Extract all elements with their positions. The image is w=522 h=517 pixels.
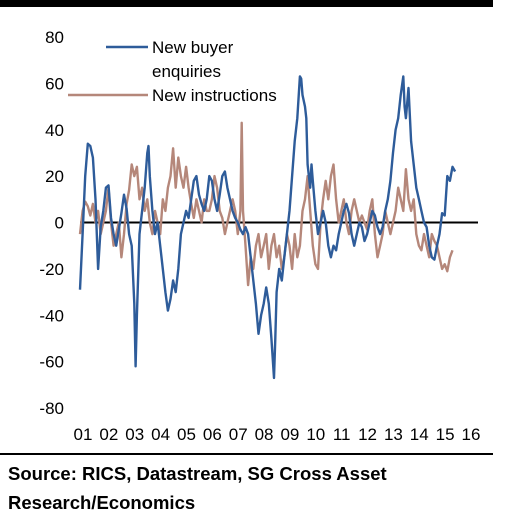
x-tick-label: 09 (280, 425, 299, 444)
x-tick-label: 05 (177, 425, 196, 444)
y-tick-label: 40 (45, 121, 64, 140)
series-line-new-buyer-enquiries (78, 75, 457, 380)
x-tick-label: 06 (203, 425, 222, 444)
source-note: Source: RICS, Datastream, SG Cross Asset… (8, 463, 387, 513)
legend-label-new-buyer-enquiries: New buyer (152, 38, 234, 57)
x-tick-label: 14 (410, 425, 429, 444)
series-line-new-instructions (78, 121, 454, 287)
legend-label-new-buyer-enquiries-line2: enquiries (152, 62, 221, 81)
x-tick-label: 13 (384, 425, 403, 444)
top-rule (0, 0, 493, 7)
x-tick-label: 04 (151, 425, 170, 444)
y-tick-label: -60 (39, 353, 64, 372)
x-tick-label: 03 (125, 425, 144, 444)
x-tick-label: 16 (462, 425, 481, 444)
bottom-rule (0, 453, 493, 455)
y-tick-label: 60 (45, 74, 64, 93)
legend-label-new-instructions: New instructions (152, 86, 277, 105)
y-tick-label: 0 (55, 214, 64, 233)
x-tick-label: 08 (255, 425, 274, 444)
x-axis-ticks: 01 02 03 04 05 06 07 08 09 10 11 12 13 14 15 16 (74, 425, 481, 444)
y-axis-ticks: 80 60 40 20 0 -20 -40 -60 -80 (39, 28, 64, 418)
line-chart: 80 60 40 20 0 -20 -40 -60 -80 01 02 03 04 05 06 07 08 09… (39, 28, 481, 444)
series-layer (78, 75, 457, 380)
legend: New buyer enquiries New instructions (68, 38, 277, 105)
y-tick-label: 20 (45, 167, 64, 186)
x-tick-label: 15 (436, 425, 455, 444)
x-tick-label: 02 (99, 425, 118, 444)
y-tick-label: -40 (39, 306, 64, 325)
y-tick-label: -80 (39, 399, 64, 418)
x-tick-label: 11 (333, 425, 351, 444)
x-tick-label: 12 (358, 425, 377, 444)
x-tick-label: 10 (306, 425, 325, 444)
y-tick-label: 80 (45, 28, 64, 47)
x-tick-label: 07 (229, 425, 248, 444)
x-tick-label: 01 (74, 425, 93, 444)
y-tick-label: -20 (39, 260, 64, 279)
